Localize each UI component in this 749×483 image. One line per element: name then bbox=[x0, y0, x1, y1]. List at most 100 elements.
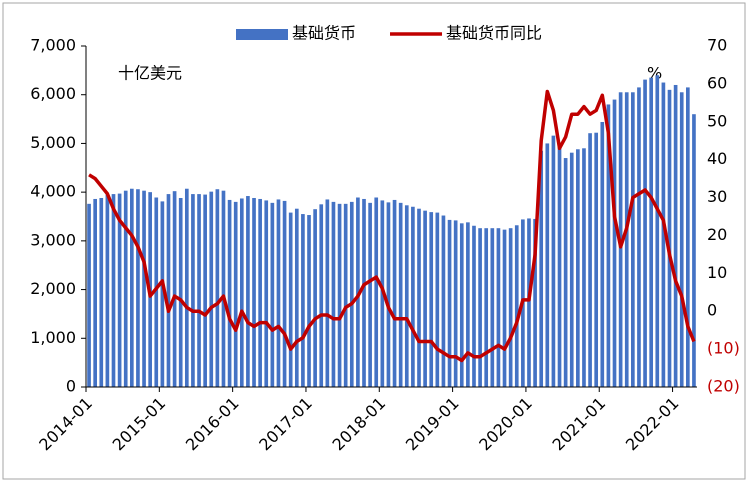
y2-tick-label: 50 bbox=[707, 111, 727, 130]
bar bbox=[539, 150, 544, 387]
bar bbox=[514, 225, 519, 387]
bar bbox=[166, 194, 171, 387]
bar bbox=[606, 104, 611, 387]
legend-label: 基础货币 bbox=[292, 24, 356, 43]
bar bbox=[661, 82, 666, 388]
bar bbox=[527, 218, 531, 387]
bar bbox=[93, 198, 97, 387]
bar bbox=[233, 201, 238, 387]
bar bbox=[258, 198, 262, 387]
bar bbox=[637, 87, 641, 388]
bar bbox=[478, 228, 482, 387]
bar bbox=[264, 200, 269, 387]
x-tick-label: 2016-01 bbox=[182, 394, 243, 455]
y2-tick-label: 0 bbox=[707, 301, 717, 320]
bar bbox=[349, 201, 354, 387]
bar bbox=[87, 203, 91, 387]
bar bbox=[319, 204, 324, 387]
bar bbox=[631, 92, 635, 388]
bar bbox=[301, 214, 305, 387]
bar bbox=[307, 215, 311, 387]
y-tick-label: 3,000 bbox=[30, 230, 76, 249]
bar bbox=[197, 194, 201, 387]
bar bbox=[374, 197, 379, 387]
bar bbox=[288, 212, 293, 387]
bar bbox=[417, 208, 421, 387]
bar bbox=[392, 199, 397, 387]
bar bbox=[178, 197, 183, 387]
bar bbox=[343, 203, 348, 387]
bar bbox=[203, 194, 207, 387]
bar bbox=[447, 219, 452, 387]
bar bbox=[502, 229, 507, 387]
bar bbox=[105, 194, 110, 387]
bar bbox=[184, 188, 189, 387]
bar bbox=[673, 84, 678, 387]
y-axis-unit: 十亿美元 bbox=[118, 64, 182, 83]
bar bbox=[117, 193, 122, 387]
x-tick-label: 2019-01 bbox=[402, 394, 463, 455]
bar bbox=[624, 92, 629, 388]
bar bbox=[441, 215, 446, 387]
bar bbox=[337, 203, 342, 387]
bar bbox=[215, 189, 220, 387]
y2-tick-label: 70 bbox=[707, 36, 727, 55]
bar bbox=[386, 202, 391, 387]
bar bbox=[398, 202, 403, 387]
bar bbox=[649, 77, 654, 388]
bar bbox=[551, 135, 556, 387]
bar bbox=[172, 191, 177, 387]
bar bbox=[221, 190, 226, 387]
y-tick-label: 7,000 bbox=[30, 36, 76, 55]
bar bbox=[129, 188, 134, 387]
bar bbox=[679, 92, 684, 388]
bar bbox=[453, 220, 458, 387]
bar bbox=[356, 197, 360, 387]
bar bbox=[111, 194, 116, 387]
bar bbox=[270, 202, 275, 387]
bar bbox=[368, 202, 372, 387]
bar bbox=[557, 145, 562, 387]
x-tick-label: 2018-01 bbox=[329, 394, 390, 455]
bar bbox=[686, 87, 690, 388]
bar bbox=[533, 218, 537, 387]
bar bbox=[667, 89, 672, 387]
y2-tick-label: 10 bbox=[707, 263, 727, 282]
bar bbox=[136, 189, 140, 387]
bar bbox=[191, 194, 195, 387]
bar bbox=[209, 191, 214, 387]
bar bbox=[429, 212, 434, 387]
y-tick-label: 4,000 bbox=[30, 182, 76, 201]
bar bbox=[655, 75, 660, 387]
bar bbox=[563, 158, 568, 387]
bar bbox=[600, 121, 605, 387]
x-tick-label: 2015-01 bbox=[109, 394, 170, 455]
bar bbox=[313, 209, 317, 387]
y-tick-label: 0 bbox=[66, 377, 76, 396]
bar bbox=[99, 197, 104, 387]
bar bbox=[496, 228, 501, 387]
legend-label: 基础货币同比 bbox=[446, 24, 542, 43]
bar bbox=[282, 200, 287, 387]
bar bbox=[411, 206, 415, 387]
x-tick-label: 2020-01 bbox=[475, 394, 536, 455]
bar bbox=[612, 99, 617, 387]
bar bbox=[576, 149, 580, 387]
bar bbox=[582, 148, 586, 387]
bar bbox=[435, 212, 440, 387]
bar bbox=[459, 223, 464, 387]
y2-axis-unit: % bbox=[647, 64, 662, 83]
line bbox=[88, 89, 696, 363]
bar bbox=[252, 197, 256, 387]
bar bbox=[160, 201, 165, 387]
bar bbox=[239, 198, 244, 387]
y2-tick-label: 40 bbox=[707, 149, 727, 168]
bar bbox=[588, 133, 592, 387]
bar bbox=[508, 228, 513, 387]
x-tick-label: 2014-01 bbox=[35, 394, 96, 455]
bar bbox=[123, 190, 128, 387]
bar bbox=[643, 79, 647, 387]
y-tick-label: 6,000 bbox=[30, 84, 76, 103]
bar bbox=[246, 196, 250, 387]
